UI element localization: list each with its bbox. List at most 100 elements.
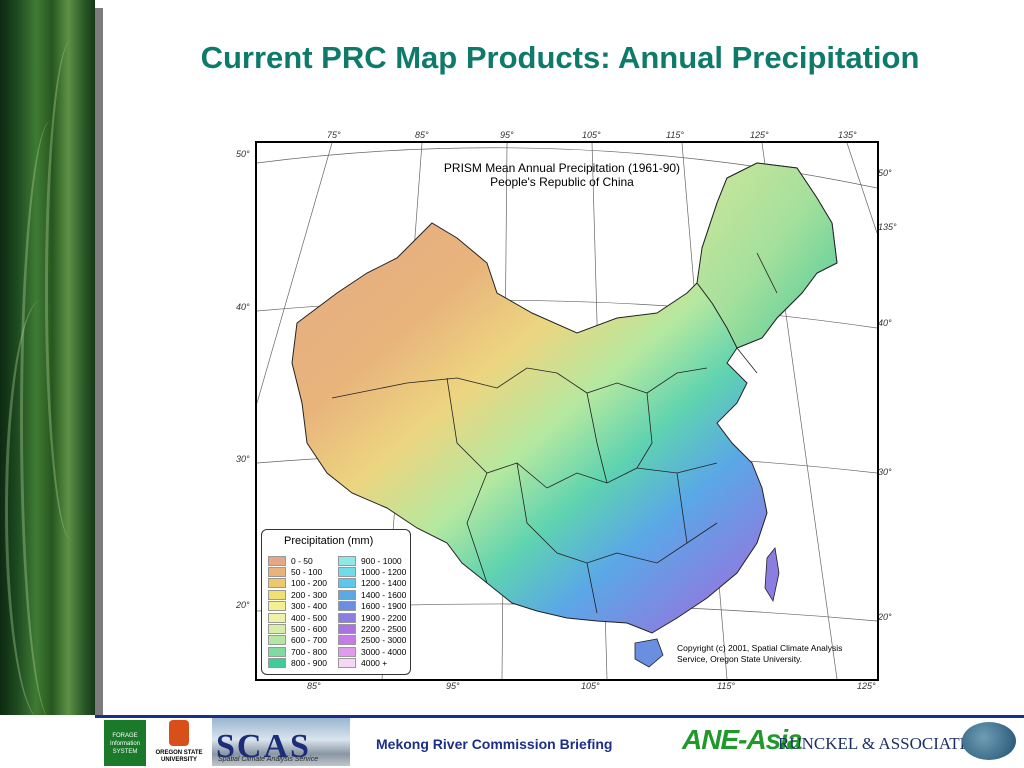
- legend-column-1: 0 - 50 50 - 100 100 - 200 200 - 300 300 - 40…: [268, 555, 327, 669]
- graticule-label: 20°: [236, 600, 250, 610]
- legend-item: 900 - 1000: [338, 555, 406, 566]
- legend-item: 0 - 50: [268, 555, 327, 566]
- legend-label: 4000 +: [361, 658, 388, 669]
- legend-label: 1400 - 1600: [361, 589, 407, 600]
- graticule-label: 125°: [857, 681, 876, 691]
- grass-bar-edge: [95, 8, 103, 715]
- legend-item: 1600 - 1900: [338, 601, 406, 612]
- graticule-label: 75°: [327, 130, 341, 140]
- legend-label: 900 - 1000: [361, 555, 402, 566]
- legend-item: 800 - 900: [268, 658, 327, 669]
- runckel-associates-logo: RUNCKEL & ASSOCIATES: [778, 734, 980, 753]
- legend-label: 400 - 500: [291, 612, 327, 623]
- legend-item: 700 - 800: [268, 646, 327, 657]
- slide-footer: FORAGE Information SYSTEM OREGON STATE U…: [0, 718, 1024, 768]
- legend-swatch: [338, 589, 356, 600]
- legend-item: 2200 - 2500: [338, 623, 407, 635]
- decorative-grass-bar: [0, 0, 95, 720]
- legend-item: 1000 - 1200: [338, 566, 407, 578]
- legend-item: 3000 - 4000: [338, 646, 406, 657]
- legend-swatch: [338, 635, 356, 646]
- legend-label: 1900 - 2200: [361, 612, 407, 623]
- legend-swatch: [268, 624, 286, 635]
- osu-shield-icon: [169, 720, 189, 746]
- legend-swatch: [268, 658, 286, 669]
- scas-logo: SCAS Spatial Climate Analysis Service: [212, 718, 350, 766]
- legend-item: 1400 - 1600: [338, 589, 406, 600]
- legend-swatch: [338, 567, 356, 578]
- fis-logo-text: FORAGE Information SYSTEM: [109, 733, 140, 755]
- graticule-label: 50°: [878, 168, 892, 178]
- legend-swatch: [268, 567, 286, 578]
- osu-logo-text: OREGON STATE UNIVERSITY: [155, 750, 203, 763]
- map-copyright: Copyright (c) 2001, Spatial Climate Anal…: [677, 643, 872, 665]
- legend-swatch: [338, 601, 356, 612]
- graticule-label: 30°: [236, 454, 250, 464]
- legend-swatch: [268, 646, 286, 657]
- copyright-line1: Copyright (c) 2001, Spatial Climate Anal…: [677, 643, 843, 653]
- graticule-label: 30°: [878, 467, 892, 477]
- legend-label: 300 - 400: [291, 601, 327, 612]
- legend-label: 0 - 50: [291, 555, 313, 566]
- scas-logo-subtext: Spatial Climate Analysis Service: [218, 756, 319, 763]
- legend-swatch: [338, 658, 356, 669]
- scas-logo-text: SCAS: [216, 728, 311, 765]
- legend-item: 200 - 300: [268, 589, 327, 600]
- copyright-line2: Service, Oregon State University.: [677, 654, 803, 664]
- hainan-island: [634, 638, 664, 668]
- legend-item: 500 - 600: [268, 623, 327, 635]
- footer-text: Mekong River Commission Briefing: [376, 736, 613, 752]
- graticule-label: 95°: [446, 681, 460, 691]
- legend-label: 3000 - 4000: [361, 646, 407, 657]
- legend-swatch: [338, 624, 356, 635]
- footer-divider: [95, 715, 1024, 718]
- legend-swatch: [268, 589, 286, 600]
- legend-item: 300 - 400: [268, 601, 327, 612]
- legend-label: 1200 - 1400: [361, 578, 407, 589]
- legend-swatch: [338, 555, 356, 566]
- graticule-label: 95°: [500, 130, 514, 140]
- legend-label: 1000 - 1200: [361, 567, 407, 578]
- legend-swatch: [268, 578, 286, 589]
- graticule-label: 125°: [750, 130, 769, 140]
- legend-label: 500 - 600: [291, 624, 327, 635]
- graticule-label: 40°: [878, 318, 892, 328]
- legend-label: 100 - 200: [291, 578, 327, 589]
- legend-label: 700 - 800: [291, 646, 327, 657]
- map-title: PRISM Mean Annual Precipitation (1961-90…: [407, 161, 717, 189]
- graticule-label: 85°: [415, 130, 429, 140]
- map-title-line1: PRISM Mean Annual Precipitation (1961-90…: [443, 161, 681, 175]
- graticule-label: 135°: [838, 130, 857, 140]
- legend-label: 2500 - 3000: [361, 635, 407, 646]
- province-borders: [331, 252, 778, 614]
- legend-swatch: [268, 635, 286, 646]
- graticule-label: 50°: [236, 149, 250, 159]
- graticule-label: 115°: [666, 130, 684, 140]
- globe-icon: [962, 722, 1016, 760]
- legend-item: 600 - 700: [268, 635, 327, 646]
- legend-item: 1900 - 2200: [338, 612, 406, 623]
- legend-label: 2200 - 2500: [361, 624, 407, 635]
- legend-swatch: [268, 601, 286, 612]
- precipitation-map: PRISM Mean Annual Precipitation (1961-90…: [255, 141, 879, 681]
- china-map-graphic: [257, 143, 877, 679]
- graticule-label: 20°: [878, 612, 892, 622]
- northeast-region: [696, 162, 838, 349]
- graticule-label: 115°: [717, 681, 735, 691]
- legend-swatch: [268, 612, 286, 623]
- legend-label: 800 - 900: [291, 658, 327, 669]
- legend-item: 100 - 200: [268, 578, 327, 589]
- graticule-label: 105°: [582, 130, 601, 140]
- legend-item: 400 - 500: [268, 612, 327, 623]
- legend-label: 200 - 300: [291, 589, 327, 600]
- legend-label: 50 - 100: [291, 567, 323, 578]
- graticule-label: 40°: [236, 302, 250, 312]
- graticule-label: 135°: [878, 222, 897, 232]
- legend-column-2: 900 - 1000 1000 - 1200 1200 - 1400 1400 - 1…: [338, 555, 406, 669]
- legend-swatch: [338, 578, 356, 589]
- slide-title: Current PRC Map Products: Annual Precipi…: [200, 40, 920, 75]
- legend-title: Precipitation (mm): [284, 535, 374, 547]
- legend-label: 600 - 700: [291, 635, 327, 646]
- forage-information-system-logo: FORAGE Information SYSTEM: [104, 720, 146, 766]
- legend-label: 1600 - 1900: [361, 601, 407, 612]
